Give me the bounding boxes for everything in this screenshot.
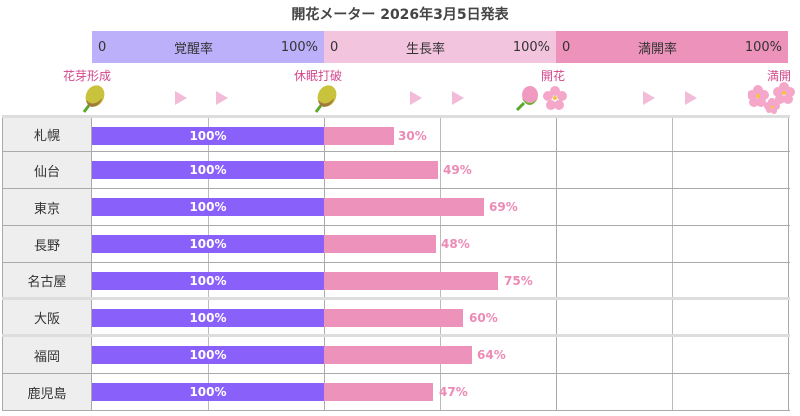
sakura-icon bbox=[543, 86, 567, 110]
progress-arrow-icon bbox=[685, 91, 697, 105]
awakening-bar: 100% bbox=[92, 309, 324, 327]
stage-dormancy-break: 休眠打破 bbox=[294, 69, 343, 83]
growth-label: 64% bbox=[477, 348, 506, 362]
progress-arrow-icon bbox=[643, 91, 655, 105]
city-name: 名古屋 bbox=[2, 263, 92, 297]
awakening-bar: 100% bbox=[92, 272, 324, 290]
growth-label: 69% bbox=[489, 200, 518, 214]
progress-arrow-icon bbox=[216, 91, 228, 105]
growth-bar bbox=[324, 309, 463, 327]
table-row: 札幌 100% 30% bbox=[2, 115, 790, 152]
band-max: 100% bbox=[280, 39, 318, 55]
band-label: 覚醒率 bbox=[174, 41, 214, 57]
growth-bar bbox=[324, 198, 484, 216]
band-growth: 0 生長率 100% bbox=[324, 31, 556, 63]
band-min: 0 bbox=[562, 39, 571, 55]
progress-arrow-icon bbox=[175, 91, 187, 105]
growth-bar bbox=[324, 272, 498, 290]
growth-label: 47% bbox=[439, 385, 468, 399]
stage-flowering: 開花 bbox=[541, 69, 566, 83]
bud-icon bbox=[314, 85, 337, 113]
stage-full-bloom: 満開 bbox=[767, 69, 792, 83]
band-max: 100% bbox=[512, 39, 550, 55]
chart-title: 開花メーター 2026年3月5日発表 bbox=[291, 7, 509, 23]
city-name: 仙台 bbox=[2, 152, 92, 188]
sakura-cluster-icon bbox=[748, 82, 795, 114]
city-name: 札幌 bbox=[2, 118, 92, 151]
table-row: 東京 100% 69% bbox=[2, 189, 790, 226]
growth-bar bbox=[324, 346, 472, 364]
band-full-bloom: 0 満開率 100% bbox=[556, 31, 788, 63]
band-max: 100% bbox=[744, 39, 782, 55]
band-min: 0 bbox=[98, 39, 107, 55]
table-row: 仙台 100% 49% bbox=[2, 152, 790, 189]
meter-grid: 札幌 100% 30% 仙台 100% 49% 東京 100% 69% 長野 1… bbox=[2, 115, 790, 411]
blossom-bud-icon bbox=[515, 86, 538, 112]
growth-label: 60% bbox=[469, 311, 498, 325]
growth-label: 48% bbox=[441, 237, 470, 251]
band-label: 満開率 bbox=[638, 41, 678, 57]
growth-bar bbox=[324, 383, 433, 401]
growth-label: 49% bbox=[443, 163, 472, 177]
city-name: 福岡 bbox=[2, 337, 92, 373]
city-name: 鹿児島 bbox=[2, 374, 92, 410]
table-row: 鹿児島 100% 47% bbox=[2, 374, 790, 411]
bud-icon bbox=[82, 85, 105, 113]
band-min: 0 bbox=[330, 39, 339, 55]
growth-bar bbox=[324, 161, 438, 179]
table-row: 名古屋 100% 75% bbox=[2, 263, 790, 300]
city-name: 東京 bbox=[2, 189, 92, 225]
awakening-bar: 100% bbox=[92, 161, 324, 179]
awakening-bar: 100% bbox=[92, 383, 324, 401]
city-name: 長野 bbox=[2, 226, 92, 262]
growth-label: 75% bbox=[504, 274, 533, 288]
band-label: 生長率 bbox=[406, 41, 446, 57]
table-row: 長野 100% 48% bbox=[2, 226, 790, 263]
stage-bud-formation: 花芽形成 bbox=[63, 69, 112, 83]
awakening-bar: 100% bbox=[92, 198, 324, 216]
awakening-bar: 100% bbox=[92, 127, 324, 145]
band-awakening: 0 覚醒率 100% bbox=[92, 31, 324, 63]
progress-arrow-icon bbox=[410, 91, 422, 105]
city-name: 大阪 bbox=[2, 300, 92, 334]
table-row: 大阪 100% 60% bbox=[2, 300, 790, 337]
table-row: 福岡 100% 64% bbox=[2, 337, 790, 374]
awakening-bar: 100% bbox=[92, 235, 324, 253]
awakening-bar: 100% bbox=[92, 346, 324, 364]
growth-label: 30% bbox=[398, 129, 427, 143]
growth-bar bbox=[324, 127, 394, 145]
progress-arrow-icon bbox=[452, 91, 464, 105]
growth-bar bbox=[324, 235, 436, 253]
